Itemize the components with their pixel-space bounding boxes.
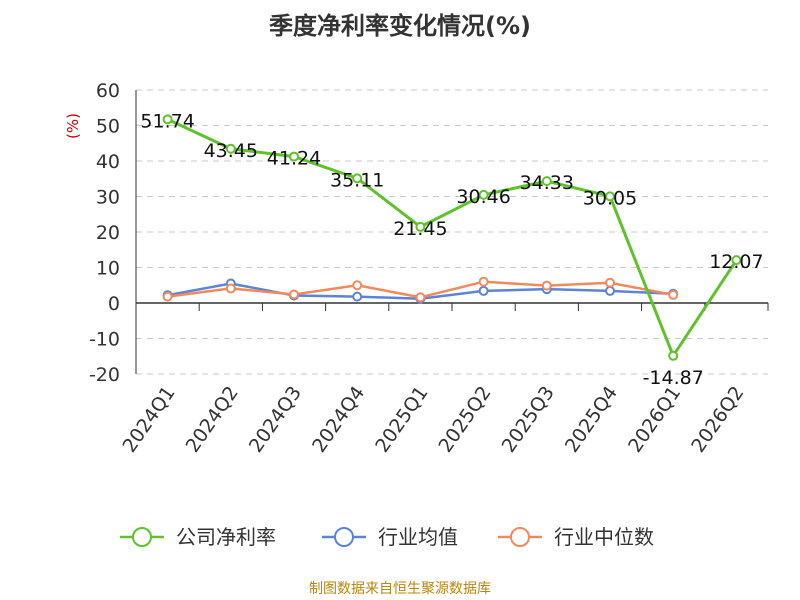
y-tick-label: -10 bbox=[89, 329, 120, 351]
y-tick-label: 60 bbox=[96, 80, 120, 102]
legend-marker bbox=[511, 528, 529, 546]
x-tick-label: 2024Q2 bbox=[182, 382, 243, 456]
data-label: -14.87 bbox=[643, 367, 704, 389]
x-tick-label: 2025Q1 bbox=[371, 382, 432, 456]
data-label: 43.45 bbox=[204, 140, 258, 162]
x-tick-label: 2025Q2 bbox=[434, 382, 495, 456]
data-point bbox=[227, 284, 235, 292]
y-axis-label: (%) bbox=[64, 113, 82, 139]
legend-item[interactable]: 公司净利率 bbox=[120, 525, 276, 549]
data-point bbox=[290, 290, 298, 298]
y-tick-label: 40 bbox=[96, 151, 120, 173]
data-point bbox=[606, 279, 614, 287]
data-label: 30.05 bbox=[583, 187, 637, 209]
y-tick-label: 20 bbox=[96, 222, 120, 244]
data-point bbox=[480, 278, 488, 286]
data-point bbox=[416, 293, 424, 301]
data-point bbox=[480, 287, 488, 295]
data-point bbox=[669, 352, 677, 360]
x-tick-label: 2026Q2 bbox=[687, 382, 748, 456]
legend: 公司净利率 行业均值 行业中位数 bbox=[120, 525, 654, 549]
legend-item[interactable]: 行业均值 bbox=[322, 525, 458, 549]
grid-layer bbox=[136, 90, 768, 374]
legend-label: 公司净利率 bbox=[176, 525, 276, 549]
x-tick-label: 2024Q3 bbox=[245, 382, 306, 456]
data-label: 34.33 bbox=[520, 172, 574, 194]
data-point bbox=[353, 293, 361, 301]
legend-label: 行业均值 bbox=[378, 525, 458, 549]
x-tick-label: 2025Q3 bbox=[498, 382, 559, 456]
data-point bbox=[543, 282, 551, 290]
y-tick-label: 10 bbox=[96, 258, 120, 280]
data-source-note: 制图数据来自恒生聚源数据库 bbox=[0, 578, 800, 598]
x-tick-label: 2024Q1 bbox=[118, 382, 179, 456]
data-point bbox=[353, 281, 361, 289]
x-tick-label: 2025Q4 bbox=[561, 382, 622, 456]
legend-marker bbox=[335, 528, 353, 546]
data-label: 41.24 bbox=[267, 148, 321, 170]
x-tick-label: 2024Q4 bbox=[308, 382, 369, 456]
y-tick-label: -20 bbox=[89, 364, 120, 386]
legend-label: 行业中位数 bbox=[554, 525, 654, 549]
data-label: 21.45 bbox=[393, 218, 447, 240]
x-tick-label: 2026Q1 bbox=[624, 382, 685, 456]
data-point bbox=[669, 291, 677, 299]
data-point bbox=[164, 293, 172, 301]
data-label: 30.46 bbox=[456, 186, 510, 208]
legend-item[interactable]: 行业中位数 bbox=[498, 525, 654, 549]
data-label: 51.74 bbox=[140, 110, 194, 132]
legend-marker bbox=[133, 528, 151, 546]
y-tick-label: 0 bbox=[108, 293, 120, 315]
y-tick-label: 30 bbox=[96, 187, 120, 209]
y-tick-label: 50 bbox=[96, 116, 120, 138]
data-point bbox=[606, 287, 614, 295]
data-label: 12.07 bbox=[709, 251, 763, 273]
data-label: 35.11 bbox=[330, 169, 384, 191]
